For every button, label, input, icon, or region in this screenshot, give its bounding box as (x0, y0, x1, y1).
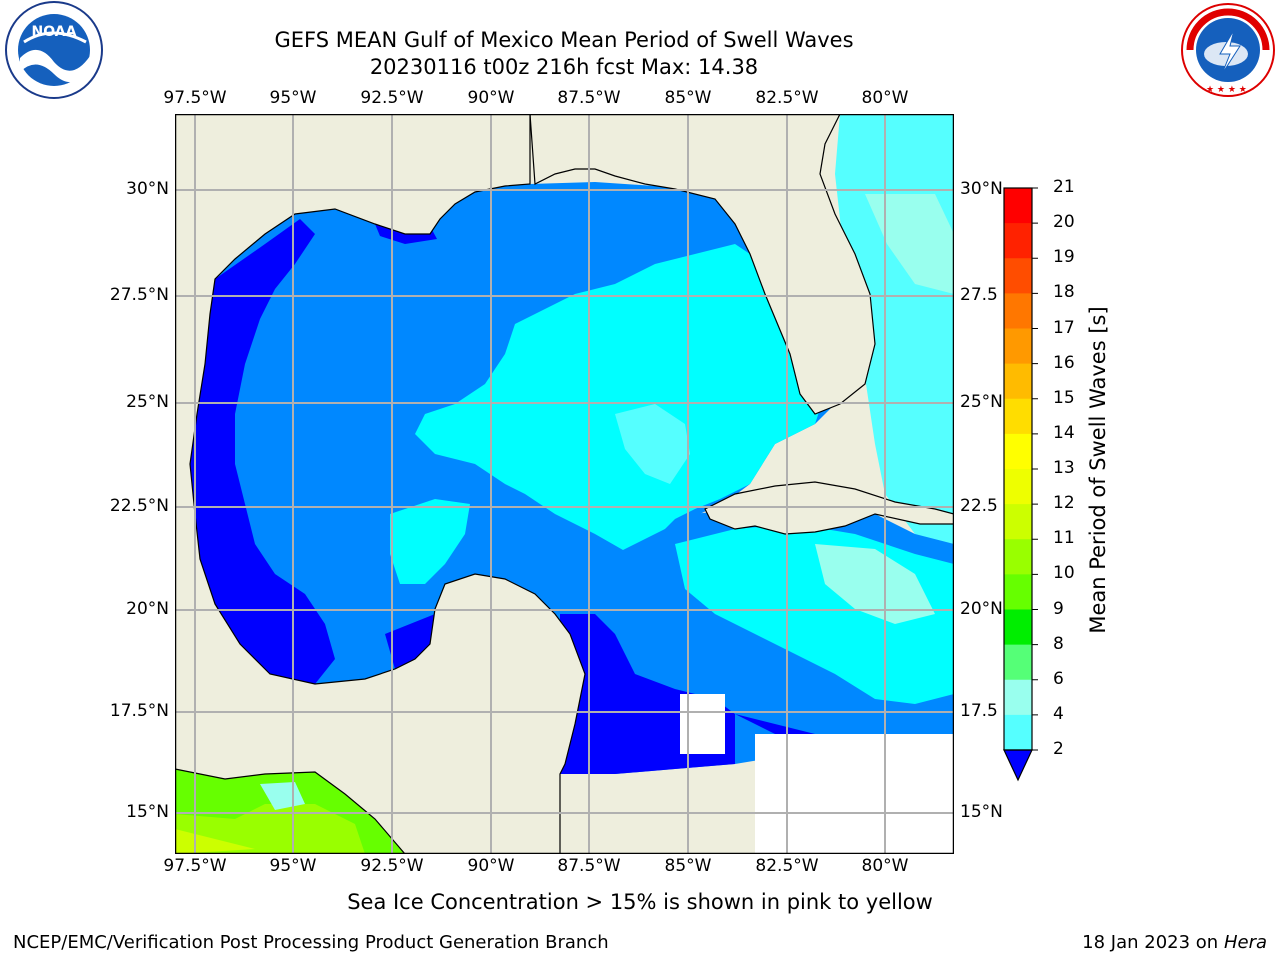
footer-host: Hera (1223, 932, 1267, 953)
colorbar-tick-label: 14 (1053, 422, 1075, 443)
lat-tick-label-left: 30°N (126, 179, 169, 199)
lat-tick-label-left: 22.5°N (109, 496, 169, 516)
colorbar-tick-label: 18 (1053, 282, 1075, 303)
lat-tick-label-left: 17.5°N (109, 701, 169, 721)
lon-tick-label-bottom: 92.5°W (360, 856, 424, 876)
colorbar-tick-label: 13 (1053, 458, 1075, 478)
caribbean-long-swell-patch (815, 544, 935, 624)
lat-tick-label-right: 20°N (960, 599, 1003, 619)
lon-tick-label-top: 97.5°W (163, 88, 227, 108)
colorbar-band (1004, 504, 1032, 540)
lat-tick-label-left: 27.5°N (109, 285, 169, 305)
footer-date-text: 18 Jan 2023 on (1082, 932, 1224, 953)
colorbar-band (1004, 363, 1032, 400)
atlantic-long-swell-patch (865, 194, 954, 294)
colorbar-band (1004, 188, 1032, 224)
colorbar-band (1004, 433, 1032, 470)
map-gridlines (175, 114, 954, 854)
lat-tick-label-right: 27.5 (960, 285, 998, 305)
central-gulf-patch (615, 404, 690, 484)
colorbar-tick-label: 11 (1053, 528, 1075, 549)
swell-period-map (174, 113, 955, 855)
mexico-and-texas-coast (175, 114, 586, 854)
colorbar-band (1004, 574, 1032, 610)
lon-tick-label-top: 82.5°W (755, 88, 819, 108)
colorbar-tick-label: 8 (1053, 633, 1064, 654)
colorbar-tick-label: 20 (1053, 212, 1075, 233)
lon-tick-label-bottom: 82.5°W (755, 856, 819, 876)
nws-logo-icon: ★ ★ ★ ★ (1176, 2, 1280, 102)
colorbar-band (1004, 258, 1032, 294)
colorbar-tick-label: 17 (1053, 317, 1075, 338)
colorbar-band (1004, 539, 1032, 575)
colorbar-tick-label: 21 (1053, 177, 1075, 197)
colorbar-label: Mean Period of Swell Waves [s] (1086, 306, 1110, 634)
colorbar-tick-label: 15 (1053, 387, 1075, 408)
map-frame (174, 113, 955, 855)
footer-branch: NCEP/EMC/Verification Post Processing Pr… (13, 932, 609, 953)
colorbar-tick-label: 2 (1053, 739, 1064, 759)
colorbar-band (1004, 679, 1032, 716)
lat-tick-label-right: 22.5 (960, 496, 998, 516)
lat-tick-label-right: 15°N (960, 802, 1003, 822)
colorbar-tick-label: 4 (1053, 703, 1064, 724)
lat-tick-label-left: 25°N (126, 392, 169, 412)
lat-tick-label-left: 15°N (126, 802, 169, 822)
colorbar-band (1004, 398, 1032, 435)
lon-tick-label-bottom: 90°W (467, 856, 515, 876)
colorbar-tick-label: 12 (1053, 493, 1075, 514)
lat-tick-label-left: 20°N (126, 599, 169, 619)
noaa-logo-icon: NOAA (2, 0, 106, 104)
footer-date: 18 Jan 2023 on Hera (1082, 932, 1267, 953)
colorbar-band (1004, 469, 1032, 505)
colorbar-band (1004, 644, 1032, 681)
colorbar-band (1004, 223, 1032, 259)
no-data-south (755, 734, 954, 854)
lon-tick-label-top: 85°W (664, 88, 712, 108)
sea-ice-caption: Sea Ice Concentration > 15% is shown in … (347, 890, 933, 914)
campeche-swell (390, 499, 470, 584)
colorbar-tick-label: 9 (1053, 598, 1064, 619)
lon-tick-label-top: 90°W (467, 88, 515, 108)
colorbar-tick-label: 16 (1053, 352, 1075, 373)
lon-tick-label-top: 92.5°W (360, 88, 424, 108)
colorbar-tick-label: 19 (1053, 247, 1075, 268)
central-gulf-swell (415, 244, 825, 554)
colorbar-band (1004, 328, 1032, 365)
western-shelf-short-swell (190, 219, 335, 684)
svg-text:★ ★ ★ ★: ★ ★ ★ ★ (1206, 85, 1247, 95)
lon-tick-label-bottom: 97.5°W (163, 856, 227, 876)
chart-subtitle: 20230116 t00z 216h fcst Max: 14.38 (369, 55, 759, 79)
lon-tick-label-bottom: 80°W (861, 856, 909, 876)
lon-tick-label-bottom: 85°W (664, 856, 712, 876)
colorbar-band (1004, 609, 1032, 646)
colorbar-tick-label: 6 (1053, 668, 1064, 689)
colorbar-band (1004, 714, 1032, 751)
lat-tick-label-right: 25°N (960, 392, 1003, 412)
lon-tick-label-top: 87.5°W (557, 88, 621, 108)
lon-tick-label-top: 95°W (269, 88, 317, 108)
lon-tick-label-top: 80°W (861, 88, 909, 108)
colorbar-band (1004, 293, 1032, 329)
colorbar (1000, 186, 1040, 786)
colorbar-extend-arrow (1003, 749, 1033, 782)
colorbar-tick-label: 10 (1053, 563, 1075, 584)
chart-title: GEFS MEAN Gulf of Mexico Mean Period of … (274, 28, 854, 52)
no-data-patch (680, 694, 725, 754)
lon-tick-label-bottom: 87.5°W (557, 856, 621, 876)
noaa-logo-text: NOAA (32, 24, 77, 40)
lon-tick-label-bottom: 95°W (269, 856, 317, 876)
lat-tick-label-right: 30°N (960, 179, 1003, 199)
lat-tick-label-right: 17.5 (960, 701, 998, 721)
